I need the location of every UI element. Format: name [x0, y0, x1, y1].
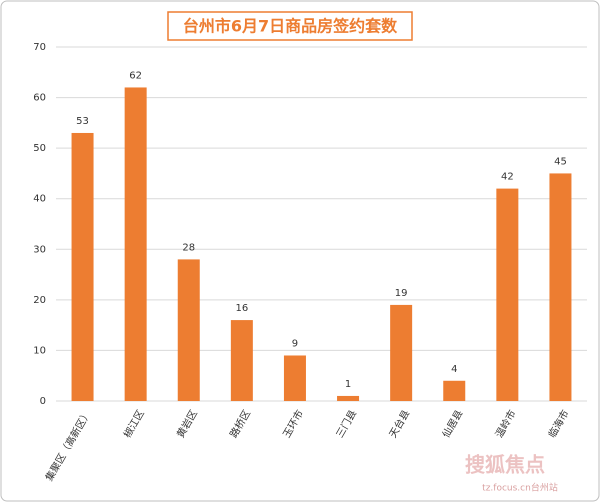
value-label: 9 [292, 338, 298, 349]
bar [71, 132, 94, 401]
value-label: 62 [129, 70, 142, 81]
title-box [167, 11, 413, 41]
y-tick-label: 70 [33, 42, 46, 53]
y-tick-label: 0 [40, 396, 46, 407]
value-label: 1 [345, 379, 351, 390]
bar [549, 173, 572, 401]
value-label: 53 [76, 116, 89, 127]
bar [337, 395, 360, 401]
bar [283, 355, 306, 401]
value-label: 4 [451, 364, 457, 375]
y-tick-label: 40 [33, 194, 46, 205]
value-label: 42 [501, 172, 514, 183]
bar [177, 259, 200, 401]
bar [230, 320, 253, 401]
bar [443, 380, 466, 401]
y-tick-label: 60 [33, 93, 46, 104]
y-tick-label: 20 [33, 295, 46, 306]
value-label: 19 [395, 288, 408, 299]
watermark-sub: tz.focus.cn台州站 [482, 482, 558, 494]
bar [496, 188, 519, 401]
y-tick-label: 50 [33, 143, 46, 154]
value-label: 45 [554, 156, 567, 167]
watermark: 搜狐焦点 [465, 453, 545, 477]
chart-title: 台州市6月7日商品房签约套数 [183, 17, 398, 36]
value-label: 16 [235, 303, 248, 314]
value-label: 28 [182, 242, 195, 253]
y-tick-label: 10 [33, 345, 46, 356]
bar [390, 304, 413, 401]
bar [124, 87, 147, 401]
y-tick-label: 30 [33, 244, 46, 255]
